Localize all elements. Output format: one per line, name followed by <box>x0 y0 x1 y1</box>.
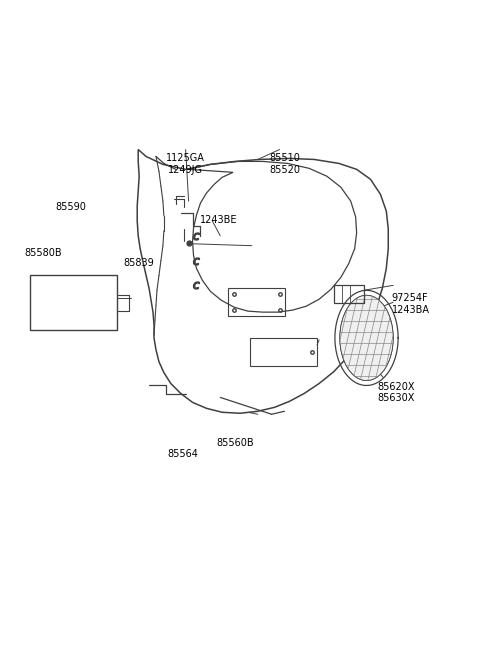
Bar <box>228 288 286 316</box>
Text: 85560B: 85560B <box>216 438 254 448</box>
Bar <box>334 286 363 303</box>
Text: 85580B: 85580B <box>24 248 62 258</box>
Bar <box>250 338 317 365</box>
Text: 85510
85520: 85510 85520 <box>270 153 300 175</box>
Text: 85564: 85564 <box>168 449 199 459</box>
Text: 1243BE: 1243BE <box>200 215 237 225</box>
Text: 85839: 85839 <box>124 257 155 267</box>
Text: 85590: 85590 <box>55 202 86 212</box>
Text: 1125GA
1249JG: 1125GA 1249JG <box>166 153 205 175</box>
Text: 1243BA: 1243BA <box>392 305 430 315</box>
Text: 85620X
85630X: 85620X 85630X <box>378 382 415 403</box>
Ellipse shape <box>340 295 393 381</box>
Text: 97254F: 97254F <box>392 293 429 303</box>
Bar <box>30 276 118 330</box>
